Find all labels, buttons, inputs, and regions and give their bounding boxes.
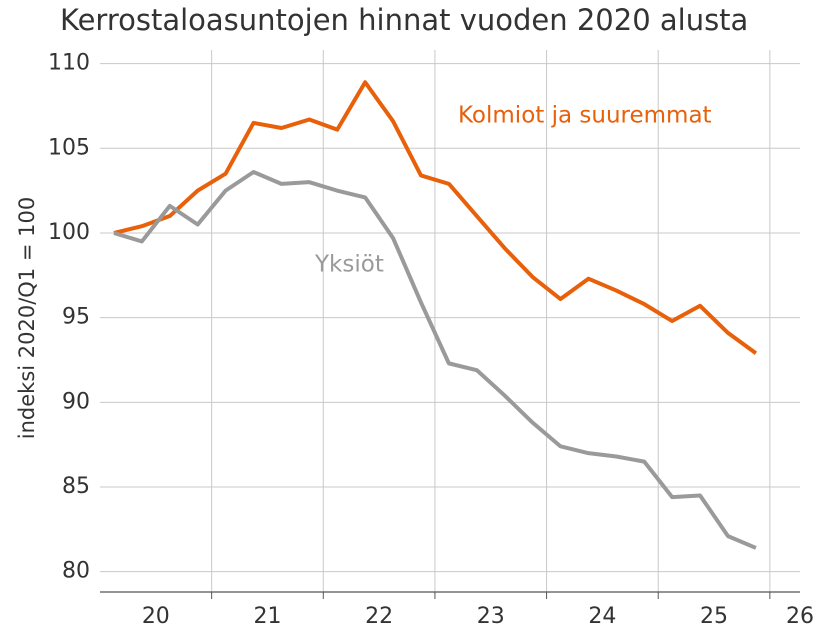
y-tick-label: 85 [62,474,90,499]
y-tick-label: 110 [48,51,90,76]
y-tick-label: 105 [48,135,90,160]
series-label: Yksiöt [314,252,384,278]
x-tick-label: 22 [365,604,393,629]
series-label: Kolmiot ja suuremmat [458,103,712,129]
x-tick-label: 21 [253,604,281,629]
x-tick-label: 26 [786,604,814,629]
x-tick-label: 23 [477,604,505,629]
y-tick-label: 90 [62,389,90,414]
line [113,80,758,355]
chart-title: Kerrostaloasuntojen hinnat vuoden 2020 a… [60,3,748,37]
x-tick-label: 24 [588,604,616,629]
y-tick-label: 80 [62,559,90,584]
line [113,170,757,550]
y-tick-label: 95 [62,305,90,330]
x-tick-label: 20 [142,604,170,629]
y-axis-label: indeksi 2020/Q1 = 100 [15,197,39,439]
x-tick-label: 25 [700,604,728,629]
y-tick-label: 100 [48,220,90,245]
